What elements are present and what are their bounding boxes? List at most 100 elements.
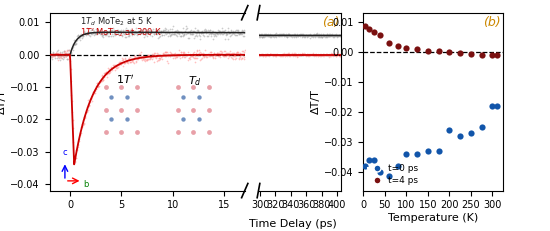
- Point: [295, 53, 304, 57]
- Point: [96, 30, 104, 33]
- Point: [287, 33, 295, 37]
- Point: [305, 36, 314, 40]
- Point: [266, 52, 274, 56]
- Point: [207, 31, 216, 35]
- Point: [318, 52, 327, 56]
- Point: [55, 56, 64, 60]
- Point: [302, 53, 311, 57]
- Point: [89, 28, 98, 32]
- Point: [136, 56, 145, 60]
- Point: [232, 30, 241, 33]
- Point: [120, 56, 129, 60]
- Point: [318, 34, 327, 38]
- Point: [199, 31, 208, 35]
- Point: [177, 31, 186, 34]
- Point: [268, 34, 277, 37]
- Point: [181, 29, 190, 33]
- Point: [324, 32, 333, 36]
- Point: [274, 53, 283, 57]
- Point: [196, 52, 205, 56]
- Point: [124, 33, 133, 37]
- Point: [194, 118, 203, 121]
- Point: [106, 65, 115, 68]
- Point: [200, 30, 209, 33]
- Point: [288, 33, 296, 36]
- Point: [157, 57, 166, 61]
- Point: [101, 71, 110, 74]
- Point: [492, 53, 501, 57]
- Point: [275, 53, 284, 57]
- Point: [228, 56, 236, 60]
- Point: [88, 90, 97, 94]
- Point: [92, 87, 101, 91]
- Point: [334, 33, 343, 36]
- Point: [138, 31, 147, 35]
- Point: [194, 29, 202, 33]
- Point: [90, 30, 99, 34]
- Point: [135, 32, 144, 35]
- Point: [52, 52, 61, 56]
- Point: [412, 152, 421, 156]
- Point: [184, 31, 192, 34]
- Point: [221, 28, 229, 32]
- Point: [75, 132, 84, 135]
- Point: [164, 28, 173, 32]
- Point: [200, 54, 209, 58]
- Point: [295, 53, 304, 57]
- Point: [316, 53, 325, 57]
- Point: [240, 34, 249, 37]
- Point: [45, 53, 54, 56]
- Point: [217, 32, 226, 35]
- Point: [226, 52, 235, 55]
- Point: [70, 38, 79, 42]
- Point: [122, 60, 130, 63]
- Point: [77, 33, 86, 36]
- Point: [224, 31, 233, 35]
- Point: [156, 35, 164, 38]
- Point: [293, 53, 302, 56]
- Point: [270, 53, 279, 57]
- Point: [141, 55, 150, 59]
- Point: [321, 34, 330, 38]
- Point: [213, 52, 222, 55]
- Point: [327, 32, 336, 36]
- Point: [261, 34, 270, 38]
- Point: [109, 34, 118, 37]
- Point: [228, 30, 237, 34]
- Point: [109, 64, 118, 67]
- Point: [97, 30, 106, 34]
- Point: [319, 34, 328, 38]
- Point: [235, 32, 244, 36]
- Point: [307, 35, 316, 38]
- Point: [278, 52, 287, 56]
- Point: [301, 35, 310, 39]
- Point: [214, 54, 223, 58]
- Point: [106, 70, 114, 73]
- Point: [294, 52, 303, 55]
- Point: [133, 85, 141, 89]
- Point: [98, 79, 107, 82]
- Point: [84, 32, 92, 36]
- Point: [138, 28, 146, 32]
- Point: [101, 71, 109, 75]
- Point: [157, 30, 166, 33]
- Point: [240, 57, 249, 61]
- Point: [325, 34, 334, 38]
- Point: [184, 56, 193, 60]
- Point: [152, 52, 161, 55]
- Point: [83, 30, 92, 33]
- Point: [185, 30, 194, 34]
- Point: [153, 28, 162, 32]
- Point: [182, 54, 190, 57]
- Point: [264, 53, 273, 57]
- Point: [284, 32, 293, 36]
- Point: [272, 31, 280, 35]
- Point: [275, 53, 284, 57]
- Point: [153, 54, 162, 58]
- Point: [107, 95, 116, 99]
- Point: [64, 49, 73, 52]
- Point: [290, 34, 299, 37]
- Point: [63, 48, 72, 52]
- Point: [162, 50, 170, 54]
- Point: [232, 28, 240, 32]
